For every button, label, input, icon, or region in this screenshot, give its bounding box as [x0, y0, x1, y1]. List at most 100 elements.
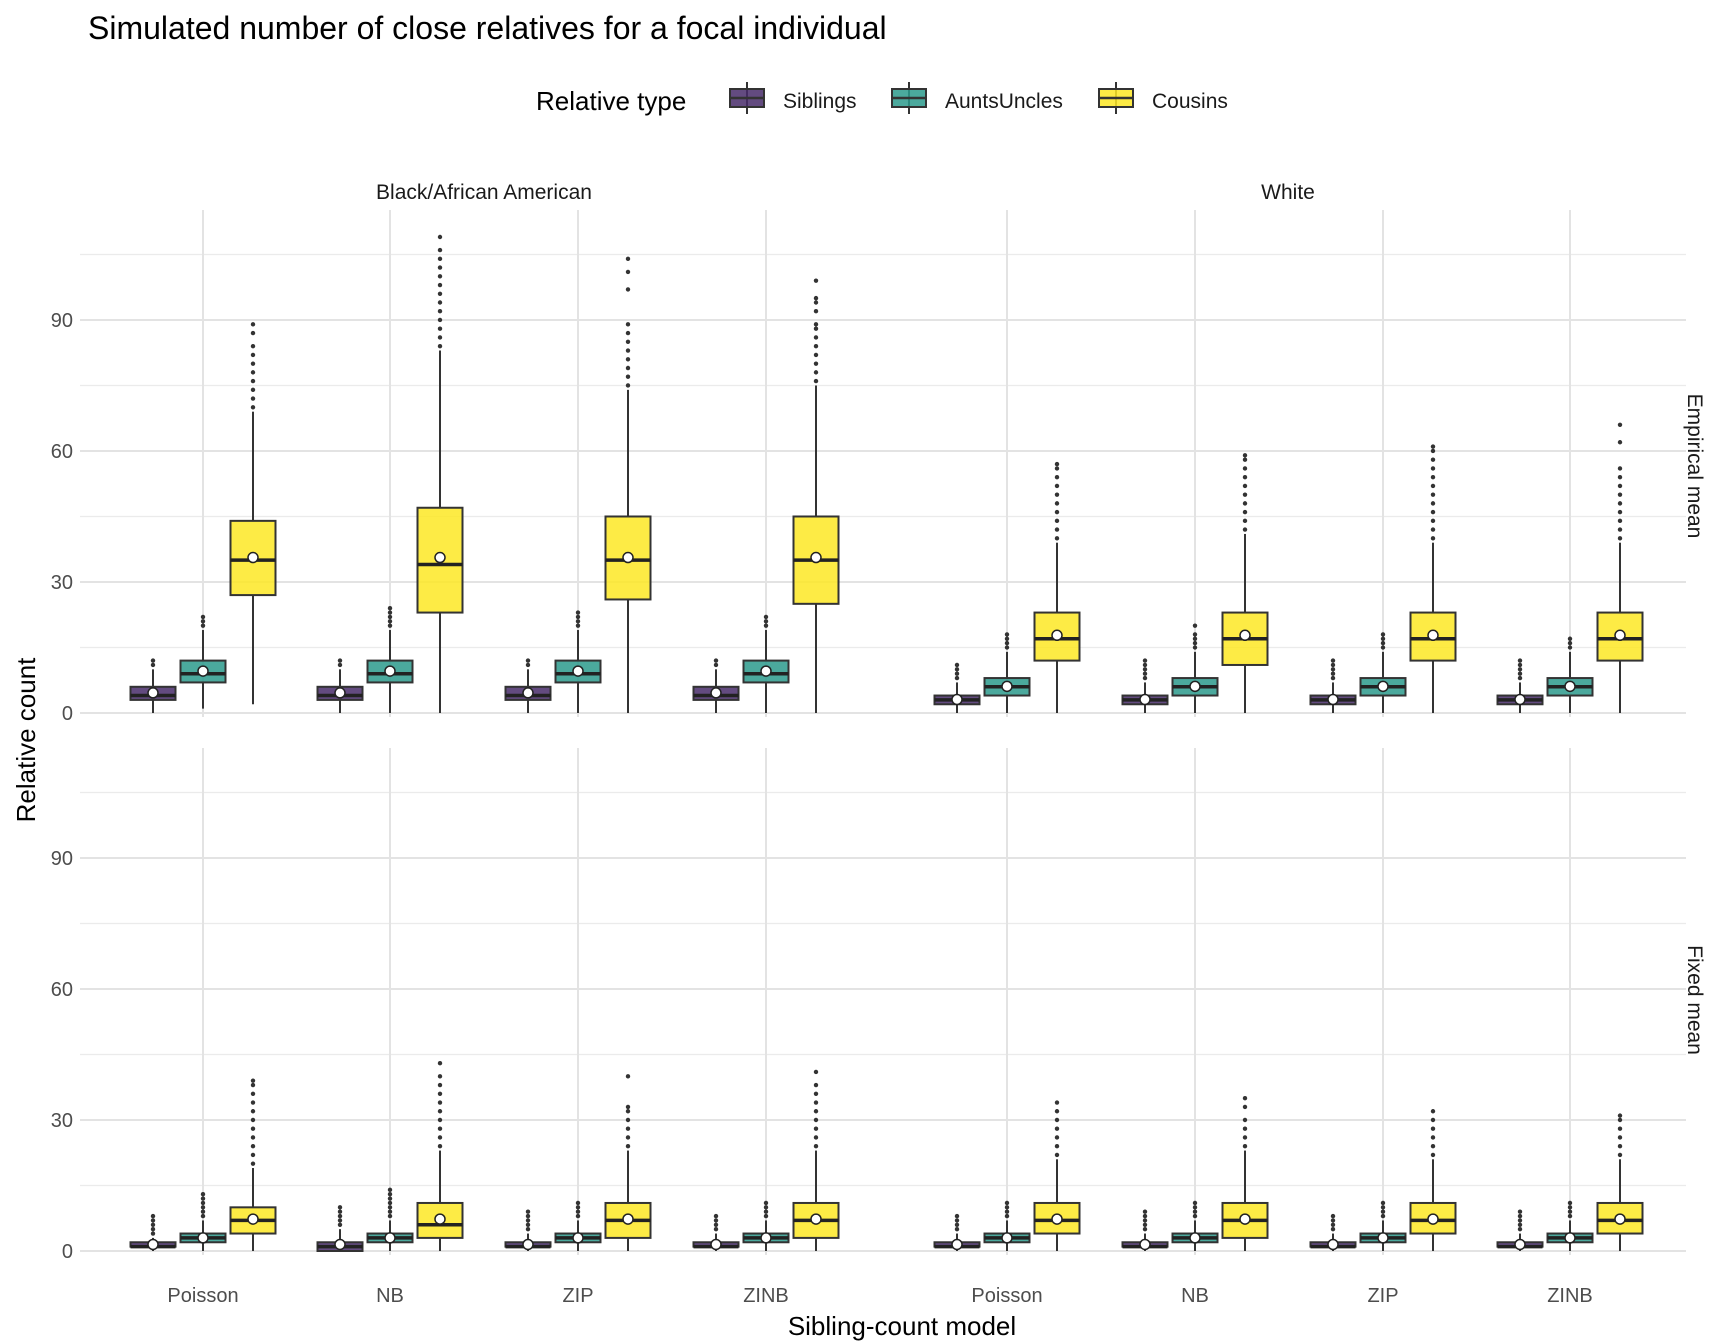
outlier-point [625, 1104, 631, 1110]
outlier-point [813, 309, 819, 314]
outlier-point [150, 1226, 156, 1232]
outlier-point [575, 610, 581, 615]
outlier-point [625, 383, 631, 388]
outlier-point [1430, 1117, 1436, 1123]
outlier-point [250, 1126, 256, 1131]
outlier-point [1142, 1209, 1148, 1214]
outlier-point [625, 365, 631, 371]
outlier-point [954, 1222, 960, 1227]
outlier-point [1567, 640, 1573, 646]
outlier-point [1567, 1200, 1573, 1206]
outlier-point [763, 623, 769, 628]
outlier-point [250, 378, 256, 384]
boxplot-auntsuncles-zip [554, 610, 602, 713]
outlier-point [1054, 1152, 1060, 1158]
boxplot-auntsuncles-zip [1359, 632, 1407, 713]
y-tick-label: 60 [51, 979, 73, 1001]
outlier-point [337, 1222, 343, 1227]
outlier-point [1380, 1200, 1386, 1206]
outlier-point [813, 295, 819, 301]
mean-marker [1051, 1213, 1063, 1225]
mean-marker [147, 687, 159, 699]
outlier-point [813, 1069, 819, 1075]
mean-marker [1614, 1213, 1626, 1225]
outlier-point [1142, 1218, 1148, 1223]
outlier-point [1054, 1135, 1060, 1140]
outlier-point [813, 378, 819, 384]
outlier-point [1192, 636, 1198, 641]
outlier-point [625, 1117, 631, 1123]
mean-marker [1189, 680, 1201, 693]
outlier-point [813, 300, 819, 305]
boxplot-cousins-nb [416, 1061, 464, 1251]
mean-marker [147, 1238, 159, 1251]
boxplot-cousins-zinb [1596, 1113, 1644, 1251]
outlier-point [1054, 1117, 1060, 1123]
outlier-point [1242, 1143, 1248, 1149]
boxplot-auntsuncles-nb [366, 605, 414, 713]
outlier-point [1004, 1205, 1010, 1210]
outlier-point [1054, 483, 1060, 489]
outlier-point [813, 322, 819, 327]
y-tick-label: 0 [62, 703, 73, 725]
outlier-point [387, 610, 393, 615]
x-tick-label: Poisson [971, 1285, 1042, 1307]
mean-marker [810, 1213, 822, 1225]
outlier-point [525, 662, 531, 668]
outlier-point [575, 1213, 581, 1219]
outlier-point [1004, 645, 1010, 650]
outlier-point [1617, 536, 1623, 541]
outlier-point [1380, 1205, 1386, 1210]
gridlines [80, 210, 883, 717]
mean-marker [810, 551, 822, 564]
outlier-point [1192, 632, 1198, 637]
outlier-point [250, 396, 256, 401]
outlier-point [250, 322, 256, 327]
outlier-point [625, 374, 631, 379]
boxplot-auntsuncles-zip [554, 1200, 602, 1251]
boxplot-cousins-nb [1221, 1095, 1269, 1251]
outlier-point [1142, 1222, 1148, 1227]
outlier-point [150, 1218, 156, 1223]
outlier-point [763, 619, 769, 624]
outlier-point [575, 614, 581, 620]
boxplot-siblings-nb [1121, 1209, 1169, 1251]
mean-marker [951, 693, 963, 706]
outlier-point [437, 309, 443, 314]
outlier-point [337, 658, 343, 663]
outlier-point [1004, 640, 1010, 646]
outlier-point [250, 361, 256, 366]
outlier-point [1054, 1109, 1060, 1114]
boxplot-auntsuncles-nb [1171, 1200, 1219, 1251]
outlier-point [200, 614, 206, 620]
outlier-point [954, 662, 960, 668]
boxplot-cousins-poisson [229, 1078, 277, 1251]
outlier-point [1380, 1209, 1386, 1214]
outlier-point [1330, 671, 1336, 676]
outlier-point [437, 247, 443, 253]
outlier-point [713, 1226, 719, 1232]
outlier-point [1430, 474, 1436, 480]
mean-marker [522, 1238, 534, 1251]
outlier-point [1617, 440, 1623, 445]
outlier-point [1242, 527, 1248, 532]
outlier-point [813, 278, 819, 283]
outlier-point [1330, 675, 1336, 681]
outlier-point [1567, 1213, 1573, 1219]
outlier-point [150, 1222, 156, 1227]
panel-empirical-white [883, 210, 1686, 717]
outlier-point [387, 1192, 393, 1197]
outlier-point [1517, 1226, 1523, 1232]
outlier-point [1330, 1226, 1336, 1232]
outlier-point [1192, 623, 1198, 628]
mean-marker [334, 687, 346, 699]
outlier-point [625, 357, 631, 362]
outlier-point [1142, 675, 1148, 681]
outlier-point [1517, 658, 1523, 663]
outlier-point [250, 1117, 256, 1123]
outlier-point [1517, 1213, 1523, 1219]
outlier-point [150, 662, 156, 668]
outlier-point [813, 343, 819, 349]
outlier-point [713, 1218, 719, 1223]
outlier-point [1242, 453, 1248, 458]
